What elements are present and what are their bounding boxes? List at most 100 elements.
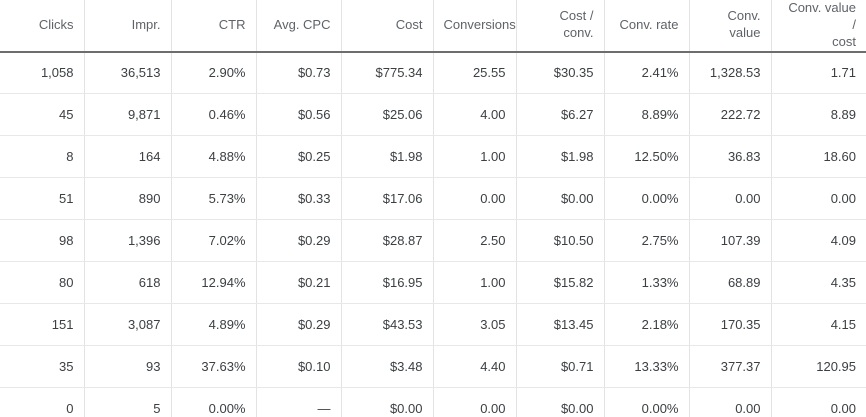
table-row: 0 5 0.00% — $0.00 0.00 $0.00 0.00% 0.00 0.00: [0, 387, 866, 417]
table-cell: $0.29: [256, 219, 342, 263]
table-cell: 9,871: [84, 93, 172, 137]
table-cell: 2.18%: [604, 303, 690, 347]
table-cell: 2.41%: [604, 51, 690, 95]
table-cell: 36.83: [689, 135, 772, 179]
table-cell: 18.60: [771, 135, 866, 179]
table-cell: 3.05: [433, 303, 517, 347]
table-cell: 377.37: [689, 345, 772, 389]
column-header-impr[interactable]: Impr.: [84, 0, 172, 53]
table-cell: $6.27: [516, 93, 605, 137]
table-cell: $0.00: [516, 177, 605, 221]
table-cell: 0.00: [689, 387, 772, 417]
table-cell: 0.46%: [171, 93, 257, 137]
table-cell: 0.00: [433, 387, 517, 417]
table-cell: 170.35: [689, 303, 772, 347]
table-cell: 4.40: [433, 345, 517, 389]
table-header: Clicks Impr. CTR Avg. CPC Cost Conversions Cos…: [0, 0, 866, 53]
table-row: 80 618 12.94% $0.21 $16.95 1.00 $15.82 1.33% 68.…: [0, 261, 866, 305]
table-row: 51 890 5.73% $0.33 $17.06 0.00 $0.00 0.00% 0.00 0…: [0, 177, 866, 221]
table-cell: 1,396: [84, 219, 172, 263]
table-cell: 3,087: [84, 303, 172, 347]
table-cell: 2.90%: [171, 51, 257, 95]
table-body: 1,058 36,513 2.90% $0.73 $775.34 25.55 $30.35 2…: [0, 51, 866, 417]
table-cell: —: [256, 387, 342, 417]
table-cell: 0.00%: [171, 387, 257, 417]
table-cell: 35: [0, 345, 85, 389]
table-cell: $0.00: [341, 387, 434, 417]
table-row: 45 9,871 0.46% $0.56 $25.06 4.00 $6.27 8.89% 222…: [0, 93, 866, 137]
table-cell: 37.63%: [171, 345, 257, 389]
table-row: 35 93 37.63% $0.10 $3.48 4.40 $0.71 13.33% 377.3…: [0, 345, 866, 389]
column-header-conversions[interactable]: Conversions: [433, 0, 517, 53]
column-header-clicks[interactable]: Clicks: [0, 0, 85, 53]
column-header-conv-rate[interactable]: Conv. rate: [604, 0, 690, 53]
table-cell: 222.72: [689, 93, 772, 137]
table-cell: $1.98: [341, 135, 434, 179]
table-cell: 4.89%: [171, 303, 257, 347]
table-cell: 4.35: [771, 261, 866, 305]
table-cell: 4.15: [771, 303, 866, 347]
table-cell: 1.33%: [604, 261, 690, 305]
table-cell: 36,513: [84, 51, 172, 95]
header-row: Clicks Impr. CTR Avg. CPC Cost Conversions Cos…: [0, 0, 866, 53]
table-cell: $25.06: [341, 93, 434, 137]
table-cell: 5: [84, 387, 172, 417]
table-cell: 5.73%: [171, 177, 257, 221]
table-row: 151 3,087 4.89% $0.29 $43.53 3.05 $13.45 2.18% 1…: [0, 303, 866, 347]
column-header-cost[interactable]: Cost: [341, 0, 434, 53]
table-cell: 4.09: [771, 219, 866, 263]
table-row: 1,058 36,513 2.90% $0.73 $775.34 25.55 $30.35 2…: [0, 51, 866, 95]
table-cell: $13.45: [516, 303, 605, 347]
table-cell: 1,328.53: [689, 51, 772, 95]
column-header-ctr[interactable]: CTR: [171, 0, 257, 53]
table-cell: 151: [0, 303, 85, 347]
table-cell: $17.06: [341, 177, 434, 221]
column-header-conv-value[interactable]: Conv. value: [689, 0, 772, 53]
table-cell: $15.82: [516, 261, 605, 305]
table-cell: 1.00: [433, 261, 517, 305]
table-cell: $775.34: [341, 51, 434, 95]
table-cell: $43.53: [341, 303, 434, 347]
table-cell: 0.00%: [604, 387, 690, 417]
table-cell: 0.00%: [604, 177, 690, 221]
table-cell: $0.56: [256, 93, 342, 137]
table-cell: $0.00: [516, 387, 605, 417]
table-cell: 12.94%: [171, 261, 257, 305]
table-cell: $0.71: [516, 345, 605, 389]
table-cell: $28.87: [341, 219, 434, 263]
table-cell: 107.39: [689, 219, 772, 263]
table-cell: 45: [0, 93, 85, 137]
table-cell: $0.21: [256, 261, 342, 305]
table-cell: 120.95: [771, 345, 866, 389]
table-cell: 1.71: [771, 51, 866, 95]
column-header-cost-conv[interactable]: Cost / conv.: [516, 0, 605, 53]
table-cell: 0.00: [771, 387, 866, 417]
table-cell: $10.50: [516, 219, 605, 263]
table-cell: 0.00: [771, 177, 866, 221]
table-row: 98 1,396 7.02% $0.29 $28.87 2.50 $10.50 2.75% 10…: [0, 219, 866, 263]
column-header-avg-cpc[interactable]: Avg. CPC: [256, 0, 342, 53]
table-cell: 1,058: [0, 51, 85, 95]
table-cell: 13.33%: [604, 345, 690, 389]
table-cell: 0.00: [689, 177, 772, 221]
table-cell: 8.89: [771, 93, 866, 137]
table-cell: 164: [84, 135, 172, 179]
table-cell: 25.55: [433, 51, 517, 95]
table-cell: $0.73: [256, 51, 342, 95]
table-cell: 890: [84, 177, 172, 221]
table-cell: $30.35: [516, 51, 605, 95]
table-cell: $0.29: [256, 303, 342, 347]
table-cell: $1.98: [516, 135, 605, 179]
table-cell: 8.89%: [604, 93, 690, 137]
column-header-conv-value-cost[interactable]: Conv. value / cost: [771, 0, 866, 53]
table-cell: 80: [0, 261, 85, 305]
table-cell: $0.33: [256, 177, 342, 221]
table-cell: $16.95: [341, 261, 434, 305]
table-cell: 0.00: [433, 177, 517, 221]
table-cell: 4.00: [433, 93, 517, 137]
table-cell: $0.25: [256, 135, 342, 179]
table-cell: 4.88%: [171, 135, 257, 179]
table-cell: 12.50%: [604, 135, 690, 179]
